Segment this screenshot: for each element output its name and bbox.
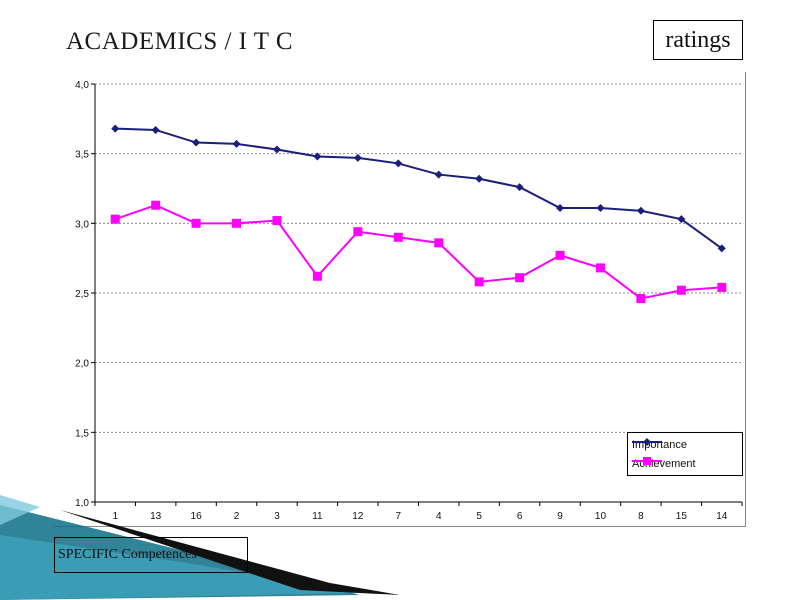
x-tick-label: 8 [638, 511, 644, 522]
data-point-achievement [232, 218, 242, 228]
data-point-importance [394, 159, 403, 168]
series-line-importance [115, 127, 723, 250]
data-point-achievement [595, 263, 605, 273]
data-point-importance [636, 206, 645, 215]
data-point-achievement [515, 273, 525, 283]
data-point-achievement [636, 294, 646, 304]
data-point-achievement [353, 227, 363, 237]
slide-title: ACADEMICS / I T C [66, 28, 294, 55]
data-point-achievement [151, 200, 161, 210]
ratings-label-box: ratings [653, 20, 743, 60]
x-tick-label: 5 [476, 511, 482, 522]
x-tick-label: 6 [517, 511, 523, 522]
y-tick-label: 3,0 [75, 219, 89, 230]
data-point-importance [515, 183, 524, 192]
data-point-importance [313, 152, 322, 161]
y-tick-label: 1,0 [75, 498, 89, 509]
line-chart: 1,0 1,5 2,0 2,5 3,0 3,5 4,0 1 13 16 2 3 11 12 7 4 5 6 9 10 8… [75, 80, 743, 522]
data-point-importance [111, 124, 120, 133]
data-point-importance [232, 139, 241, 148]
x-tick-label: 2 [234, 511, 240, 522]
x-tick-label: 11 [312, 511, 323, 522]
x-tick-label: 16 [191, 511, 203, 522]
data-point-importance [556, 204, 565, 213]
data-point-importance [151, 125, 160, 134]
data-point-importance [434, 170, 443, 179]
x-tick-label: 3 [274, 511, 280, 522]
data-point-importance [475, 174, 484, 183]
data-point-achievement [717, 282, 727, 292]
y-tick-label: 1,5 [75, 428, 89, 439]
data-point-achievement [676, 285, 686, 295]
y-tick-label: 2,5 [75, 289, 89, 300]
x-tick-label: 14 [716, 511, 728, 522]
data-point-achievement [474, 277, 484, 287]
x-tick-label: 7 [396, 511, 402, 522]
x-tick-label: 1 [112, 511, 118, 522]
y-tick-label: 2,0 [75, 359, 89, 370]
x-tick-label: 13 [150, 511, 162, 522]
x-tick-label: 12 [352, 511, 364, 522]
x-tick-label: 10 [595, 511, 607, 522]
data-point-achievement [434, 238, 444, 248]
data-point-achievement [555, 250, 565, 260]
data-point-importance [596, 204, 605, 213]
data-point-importance [717, 244, 726, 253]
data-point-achievement [272, 216, 282, 226]
data-point-achievement [393, 232, 403, 242]
legend-importance-swatch [632, 438, 662, 446]
decorative-swoosh [0, 495, 400, 600]
data-point-achievement [191, 218, 201, 228]
chart-legend: Importance Achievement [627, 432, 743, 476]
x-tick-label: 9 [557, 511, 563, 522]
legend-item-importance: Importance [632, 437, 687, 453]
caption-box: SPECIFIC Competences [54, 537, 248, 573]
data-point-importance [353, 153, 362, 162]
chart-area: 1,0 1,5 2,0 2,5 3,0 3,5 4,0 1 13 16 2 3 11 12 7 4 5 6 9 10 8… [54, 72, 746, 527]
y-tick-label: 4,0 [75, 80, 89, 91]
legend-achievement-swatch [632, 457, 662, 465]
data-point-achievement [110, 214, 120, 224]
series-line-achievement [114, 204, 722, 300]
data-point-importance [677, 215, 686, 224]
data-point-importance [192, 138, 201, 147]
legend-item-achievement: Achievement [632, 456, 696, 472]
x-tick-label: 4 [436, 511, 442, 522]
x-tick-label: 15 [676, 511, 688, 522]
data-point-achievement [312, 271, 322, 281]
y-tick-label: 3,5 [75, 150, 89, 161]
data-point-importance [272, 145, 281, 154]
